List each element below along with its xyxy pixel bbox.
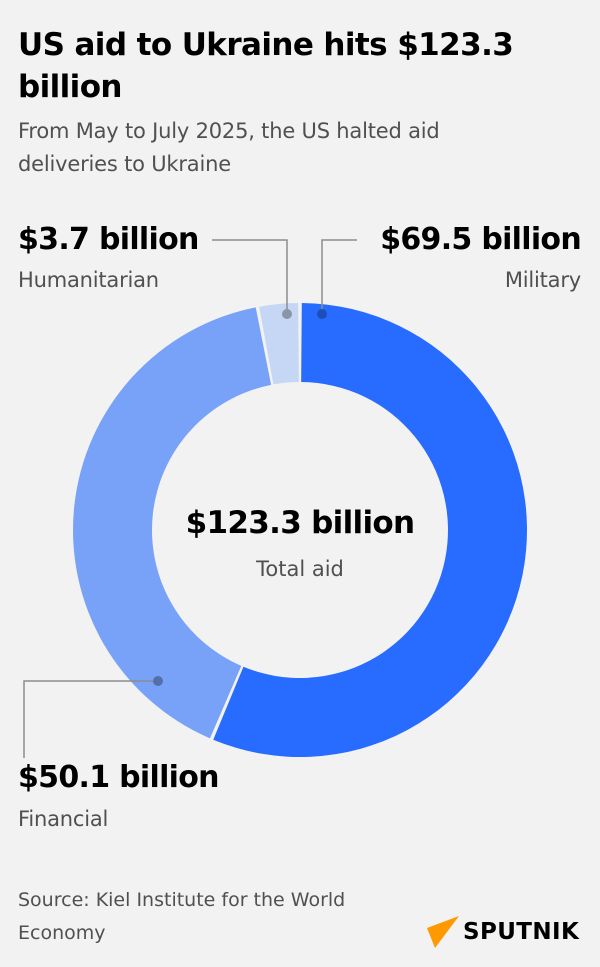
humanitarian-label: Humanitarian bbox=[18, 268, 159, 292]
logo-text: SPUTNIK bbox=[463, 919, 580, 945]
segment-humanitarian bbox=[259, 303, 299, 385]
sputnik-logo: SPUTNIK bbox=[425, 914, 579, 950]
financial-label: Financial bbox=[18, 807, 109, 831]
source-note: Source: Kiel Institute for the World Eco… bbox=[18, 889, 346, 944]
total-label: Total aid bbox=[256, 557, 344, 581]
humanitarian-value: $3.7 billion bbox=[18, 222, 199, 257]
military-callout-dot bbox=[317, 309, 327, 319]
sputnik-arrow-icon bbox=[427, 916, 459, 948]
chart-subtitle: From May to July 2025, the US halted aid… bbox=[18, 119, 440, 176]
financial-callout-line bbox=[23, 680, 158, 758]
financial-value: $50.1 billion bbox=[18, 760, 220, 795]
callout-lines bbox=[23, 239, 357, 758]
donut-segments bbox=[72, 303, 527, 757]
military-value: $69.5 billion bbox=[380, 222, 582, 257]
segment-financial bbox=[72, 307, 272, 739]
military-callout-line bbox=[321, 239, 357, 313]
humanitarian-callout-line bbox=[212, 239, 288, 313]
military-label: Military bbox=[504, 268, 581, 292]
chart-title: US aid to Ukraine hits $123.3 billion bbox=[18, 27, 514, 105]
total-value: $123.3 billion bbox=[185, 505, 415, 541]
segment-military bbox=[213, 303, 527, 757]
financial-callout-dot bbox=[153, 676, 163, 686]
humanitarian-callout-dot bbox=[282, 309, 292, 319]
